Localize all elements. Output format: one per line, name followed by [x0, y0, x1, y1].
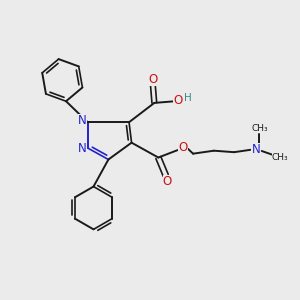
Text: CH₃: CH₃	[252, 124, 268, 134]
Text: CH₃: CH₃	[272, 153, 289, 162]
Text: N: N	[78, 114, 87, 127]
Text: N: N	[78, 142, 87, 154]
Text: O: O	[163, 175, 172, 188]
Text: O: O	[173, 94, 183, 107]
Text: O: O	[148, 73, 158, 85]
Text: H: H	[184, 93, 192, 103]
Text: N: N	[251, 143, 260, 156]
Text: O: O	[178, 141, 188, 154]
